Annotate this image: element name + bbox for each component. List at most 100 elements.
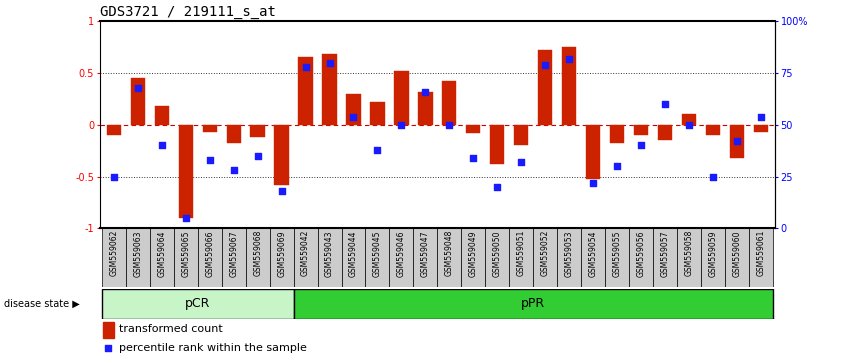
Text: GSM559059: GSM559059 <box>708 230 717 276</box>
Bar <box>485 228 509 287</box>
Bar <box>227 125 241 143</box>
Bar <box>701 228 725 287</box>
Text: disease state ▶: disease state ▶ <box>4 298 80 309</box>
Bar <box>102 289 294 319</box>
Bar <box>250 125 265 137</box>
Text: GSM559054: GSM559054 <box>589 230 598 276</box>
Point <box>299 64 313 70</box>
Text: GSM559060: GSM559060 <box>733 230 741 276</box>
Bar <box>126 228 150 287</box>
Point <box>514 159 528 165</box>
Bar <box>294 289 772 319</box>
Bar <box>413 228 437 287</box>
Bar <box>605 228 629 287</box>
Bar <box>462 228 485 287</box>
Bar <box>634 125 648 135</box>
Text: GSM559050: GSM559050 <box>493 230 501 276</box>
Bar <box>466 125 481 133</box>
Bar <box>197 228 222 287</box>
Point <box>418 89 432 95</box>
Text: GSM559051: GSM559051 <box>517 230 526 276</box>
Bar <box>203 125 217 132</box>
Bar <box>581 228 605 287</box>
Point <box>131 85 145 90</box>
Bar <box>107 125 121 135</box>
Bar <box>131 78 145 125</box>
Point <box>395 122 409 128</box>
Bar <box>150 228 174 287</box>
Bar <box>246 228 269 287</box>
Point <box>610 164 624 169</box>
Bar <box>178 125 193 218</box>
Bar <box>562 47 576 125</box>
Point <box>101 345 115 350</box>
Bar <box>725 228 749 287</box>
Bar <box>706 125 720 135</box>
Point <box>275 188 288 194</box>
Text: GSM559062: GSM559062 <box>109 230 119 276</box>
Text: GSM559046: GSM559046 <box>397 230 406 276</box>
Text: GSM559061: GSM559061 <box>756 230 766 276</box>
Point <box>227 167 241 173</box>
Bar <box>749 228 772 287</box>
Text: GSM559063: GSM559063 <box>133 230 142 276</box>
Bar <box>318 228 341 287</box>
Bar <box>155 106 169 125</box>
Bar <box>514 125 528 145</box>
Bar <box>585 125 600 179</box>
Bar <box>322 55 337 125</box>
Text: GSM559047: GSM559047 <box>421 230 430 276</box>
Point <box>706 174 720 179</box>
Bar <box>610 125 624 143</box>
Point <box>466 155 480 161</box>
Bar <box>222 228 246 287</box>
Text: GSM559066: GSM559066 <box>205 230 214 276</box>
Point <box>251 153 265 159</box>
Bar <box>269 228 294 287</box>
Bar <box>729 125 744 158</box>
Bar <box>299 57 313 125</box>
Bar <box>418 92 432 125</box>
Point <box>203 157 216 163</box>
Point <box>371 147 385 153</box>
Point <box>155 143 169 148</box>
Bar <box>533 228 557 287</box>
Bar <box>753 125 768 132</box>
Text: GSM559058: GSM559058 <box>684 230 694 276</box>
Text: GSM559065: GSM559065 <box>181 230 191 276</box>
Text: GSM559042: GSM559042 <box>301 230 310 276</box>
Text: GSM559053: GSM559053 <box>565 230 573 276</box>
Text: GSM559064: GSM559064 <box>158 230 166 276</box>
Bar <box>275 125 289 185</box>
Point <box>682 122 695 128</box>
Bar <box>657 125 672 140</box>
Text: transformed count: transformed count <box>119 324 223 334</box>
Bar <box>294 228 318 287</box>
Bar <box>390 228 413 287</box>
Text: GSM559056: GSM559056 <box>637 230 645 276</box>
Point <box>562 56 576 61</box>
Bar <box>174 228 197 287</box>
Point <box>753 114 767 119</box>
Point <box>658 101 672 107</box>
Bar <box>365 228 390 287</box>
Point <box>730 138 744 144</box>
Text: percentile rank within the sample: percentile rank within the sample <box>119 343 307 353</box>
Point <box>634 143 648 148</box>
Point <box>490 184 504 190</box>
Bar <box>346 94 360 125</box>
Bar <box>557 228 581 287</box>
Text: GSM559057: GSM559057 <box>661 230 669 276</box>
Bar <box>437 228 462 287</box>
Point <box>107 174 121 179</box>
Text: GSM559043: GSM559043 <box>325 230 334 276</box>
Bar <box>341 228 365 287</box>
Point <box>443 122 456 128</box>
Bar <box>682 114 696 125</box>
Point <box>586 180 600 185</box>
Text: pPR: pPR <box>521 297 546 310</box>
Bar <box>371 102 385 125</box>
Text: GSM559067: GSM559067 <box>229 230 238 276</box>
Text: GSM559045: GSM559045 <box>373 230 382 276</box>
Point <box>179 215 193 221</box>
